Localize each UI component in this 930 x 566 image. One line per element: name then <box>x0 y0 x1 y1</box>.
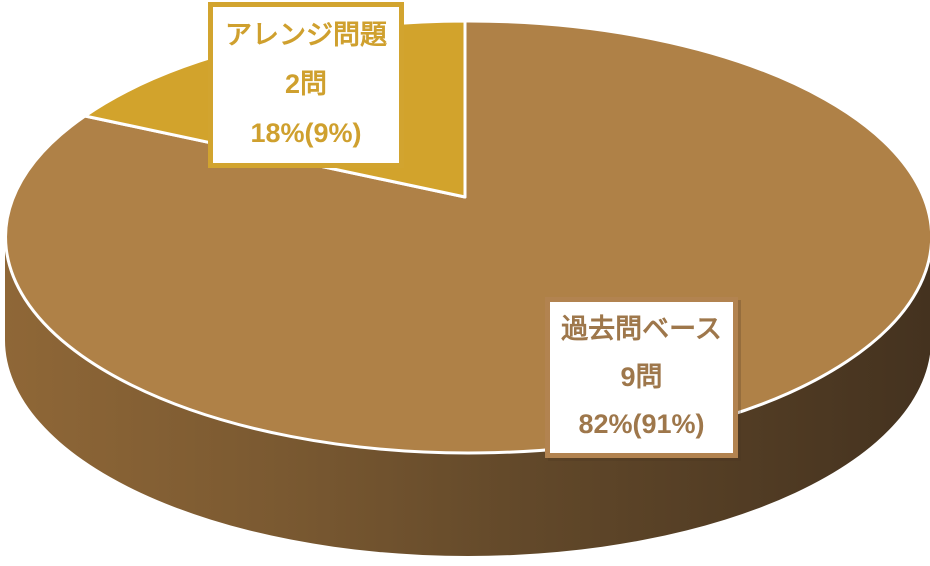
kakomon-count-text: 9問 <box>620 361 663 392</box>
kakomon-label-text: 過去問ベース <box>561 313 722 344</box>
arrange-percent-text: 18%(9%) <box>250 118 362 149</box>
callout-kakomon-label: 過去問ベース 9問 82%(91%) <box>545 297 738 458</box>
arrange-label-text: アレンジ問題 <box>225 19 387 50</box>
callout-arrange-label: アレンジ問題 2問 18%(9%) <box>208 2 404 168</box>
pie-side-wall <box>5 237 930 556</box>
arrange-count-text: 2問 <box>284 69 328 100</box>
kakomon-percent-text: 82%(91%) <box>578 409 705 440</box>
